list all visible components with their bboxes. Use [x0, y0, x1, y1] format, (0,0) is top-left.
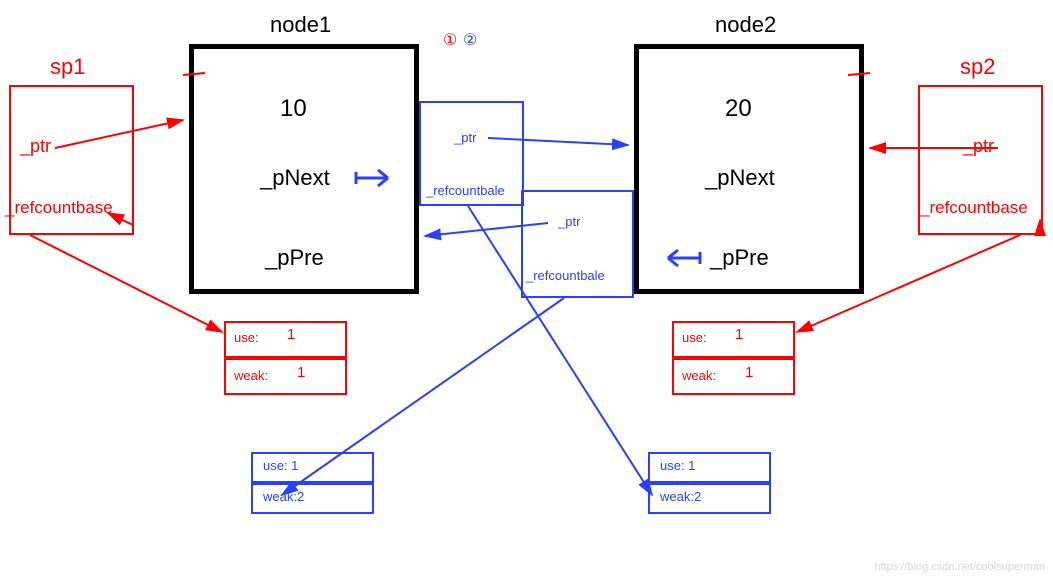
watermark: https://blog.csdn.net/coolsuperman — [874, 561, 1045, 573]
arrows-layer — [0, 0, 1053, 579]
